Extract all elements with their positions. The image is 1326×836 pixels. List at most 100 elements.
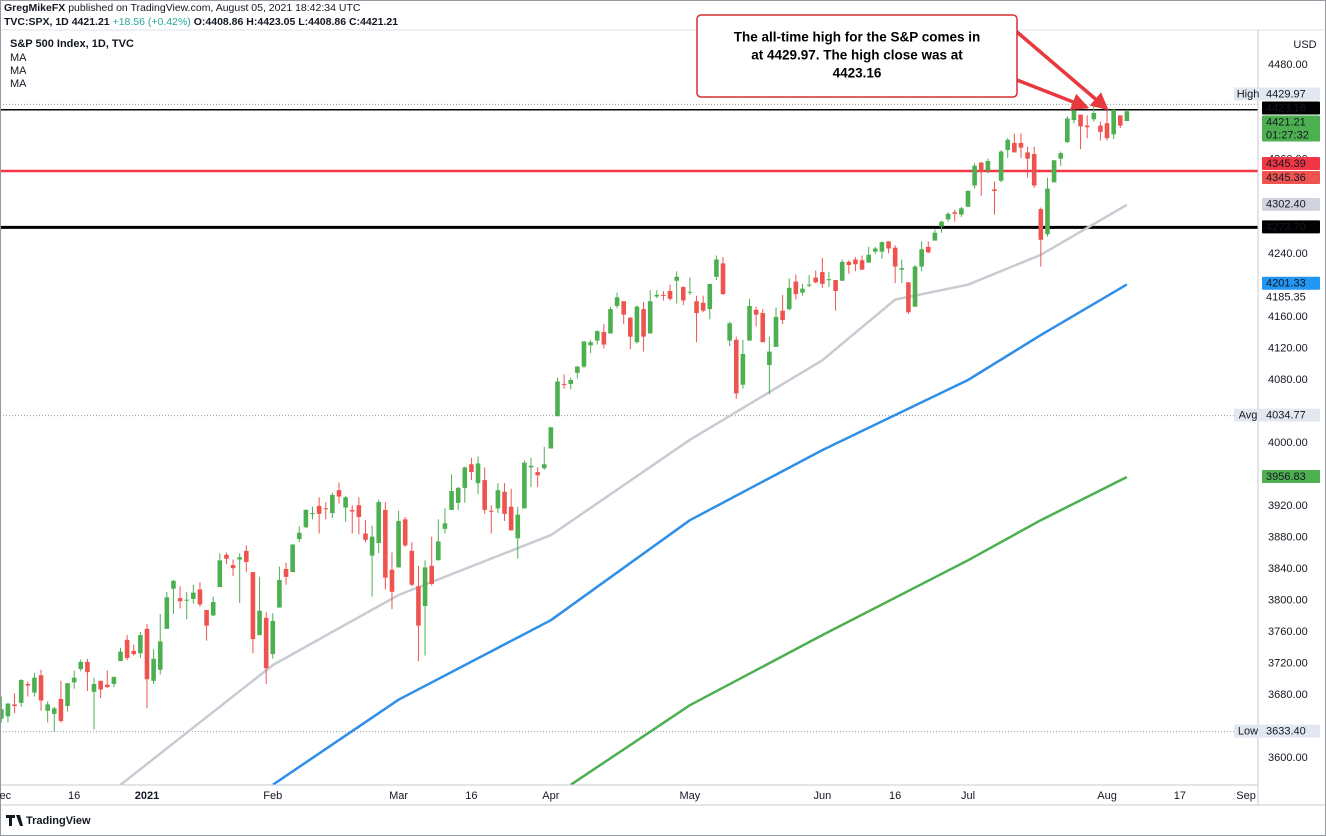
legend-entry: MA — [10, 65, 27, 77]
last-price: 4421.21 — [72, 16, 110, 28]
candle-body — [508, 506, 514, 531]
candle-body — [515, 514, 521, 539]
price-label: 4273.70 — [1266, 221, 1306, 233]
candle-body — [270, 620, 276, 655]
symbol: TVC:SPX, 1D — [4, 16, 69, 28]
y-tick-label: 3920.00 — [1268, 500, 1308, 512]
header-line-1: GregMikeFX published on TradingView.com,… — [4, 2, 361, 14]
candle-body — [436, 541, 441, 561]
candle-body — [1104, 123, 1110, 139]
candle-body — [323, 508, 329, 510]
candle-body — [184, 599, 190, 601]
candle-body — [151, 658, 156, 681]
annotation-arrow — [1016, 78, 1090, 111]
price-label: 4345.39 — [1266, 158, 1306, 170]
moving-average-line — [119, 203, 1128, 785]
candle-body — [747, 305, 752, 341]
y-tick-label: 3760.00 — [1268, 626, 1308, 638]
candle-body — [1025, 152, 1030, 159]
candle-body — [661, 294, 666, 296]
candle-body — [1012, 142, 1017, 153]
candle-body — [727, 323, 732, 341]
x-tick-label: Sep — [1236, 790, 1256, 802]
candle-body — [157, 641, 163, 670]
countdown: 01:27:32 — [1266, 129, 1309, 141]
candle-body — [296, 532, 302, 540]
annotation: The all-time high for the S&P comes in a… — [696, 14, 1109, 111]
candle-body — [1005, 139, 1011, 151]
candle-body — [939, 221, 944, 227]
candle-body — [98, 680, 103, 690]
candle-body — [78, 661, 84, 669]
candle-body — [177, 598, 183, 602]
candle-body — [402, 519, 408, 546]
legend-entry: MA — [10, 52, 27, 64]
y-tick-label: 3680.00 — [1268, 689, 1308, 701]
candle-body — [422, 567, 428, 606]
price-label: 4302.40 — [1266, 199, 1306, 211]
candle-body — [654, 294, 660, 297]
x-tick-label: 16 — [68, 790, 80, 802]
moving-average-line — [272, 283, 1128, 785]
candle-body — [1098, 125, 1103, 132]
price-label: 4185.35 — [1266, 292, 1306, 304]
candle-body — [641, 309, 646, 337]
candle-body — [886, 241, 891, 249]
y-tick-label: 3800.00 — [1268, 594, 1308, 606]
candle-body — [1058, 153, 1063, 159]
candle-body — [495, 490, 501, 509]
annotation-text: The all-time high for the S&P comes in — [734, 30, 981, 45]
candle-body — [250, 572, 256, 640]
candle-body — [1084, 125, 1090, 128]
candle-body — [581, 341, 587, 367]
annotation-box — [696, 14, 1018, 98]
candle-body — [853, 259, 858, 265]
price-label-box — [1262, 220, 1320, 234]
price-label-box — [1262, 724, 1320, 738]
candle-body — [820, 272, 825, 284]
x-tick-label: 17 — [1174, 790, 1186, 802]
candle-body — [224, 554, 229, 559]
x-tick-label: Jun — [813, 790, 831, 802]
candle-body — [568, 379, 574, 384]
y-tick-label: 3880.00 — [1268, 531, 1308, 543]
candle-body — [694, 301, 699, 314]
y-tick-label: 3720.00 — [1268, 657, 1308, 669]
candle-body — [65, 683, 70, 707]
price-label: 3633.40 — [1266, 726, 1306, 738]
y-tick-label: 4480.00 — [1268, 59, 1308, 71]
candle-body — [396, 520, 401, 568]
candle-body — [1051, 160, 1057, 183]
x-tick-label: Mar — [389, 790, 408, 802]
x-tick-label: Apr — [542, 790, 559, 802]
candle-body — [330, 494, 335, 514]
x-tick-label: 16 — [889, 790, 901, 802]
candle-body — [343, 497, 348, 508]
price-tag: High — [1237, 88, 1260, 100]
price-tag-box — [1234, 724, 1262, 738]
candle-body — [800, 288, 805, 293]
candle-body — [879, 242, 885, 252]
candle-body — [376, 502, 382, 543]
candle-body — [833, 279, 838, 291]
candle-body — [793, 281, 799, 295]
candle-body — [18, 680, 24, 703]
chart-title: S&P 500 Index, 1D, TVC — [10, 38, 134, 50]
plot-area — [0, 103, 1258, 785]
candle-body — [25, 683, 31, 686]
candle-body — [1065, 118, 1070, 143]
moving-average-line — [570, 475, 1128, 785]
published: published on TradingView.com, August 05,… — [68, 2, 361, 14]
candle-body — [369, 536, 375, 556]
price-label-box — [1262, 101, 1320, 115]
y-tick-label: 3840.00 — [1268, 563, 1308, 575]
x-tick-label: 16 — [465, 790, 477, 802]
y-tick-label: 4160.00 — [1268, 311, 1308, 323]
candle-body — [1071, 110, 1077, 121]
candle-body — [502, 491, 507, 514]
candle-body — [1078, 114, 1083, 127]
candle-body — [912, 266, 918, 307]
